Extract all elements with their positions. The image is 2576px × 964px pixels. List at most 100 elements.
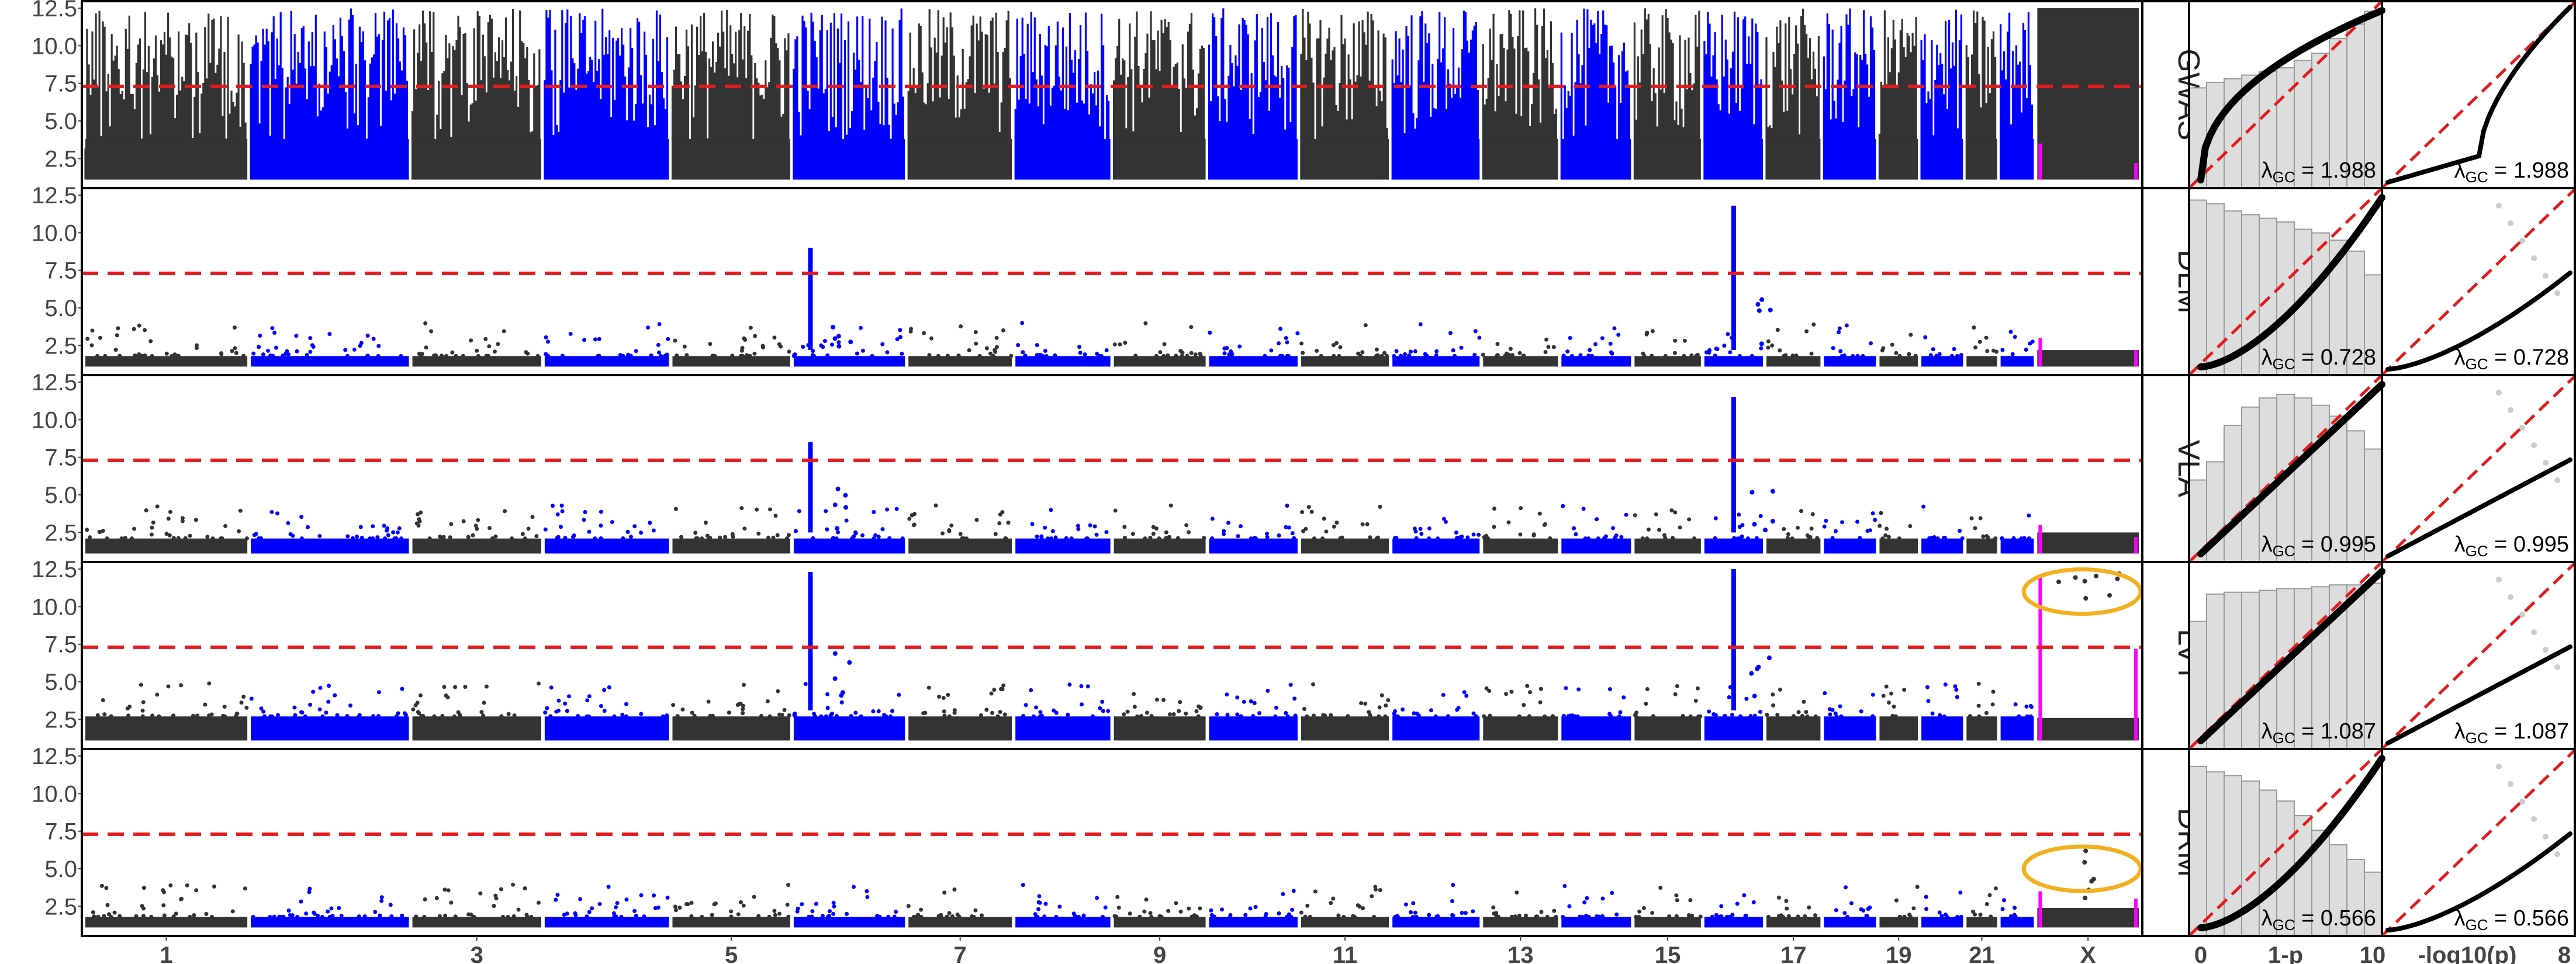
manhattan-point bbox=[1036, 900, 1041, 904]
manhattan-point bbox=[1000, 510, 1005, 515]
lambda-value: = 1.988 bbox=[2295, 158, 2376, 183]
manhattan-point bbox=[362, 914, 367, 919]
ytick-label: 12.5 bbox=[32, 183, 77, 209]
manhattan-point bbox=[852, 885, 856, 889]
xtick-label-chromosome: 7 bbox=[954, 942, 967, 964]
manhattan-point bbox=[1838, 704, 1842, 709]
lambda-label: λGC = 1.087 bbox=[2262, 719, 2376, 747]
manhattan-band bbox=[1392, 356, 1480, 367]
chromosome-20-points bbox=[1921, 335, 1963, 367]
manhattan-point bbox=[642, 914, 646, 919]
manhattan-point bbox=[1506, 520, 1511, 525]
xtick-label-histogram: 10 bbox=[2360, 942, 2386, 964]
manhattan-point bbox=[183, 536, 188, 540]
manhattan-point bbox=[1356, 351, 1361, 356]
chromosome-X-points bbox=[2037, 571, 2139, 741]
manhattan-point bbox=[432, 353, 437, 358]
manhattan-point bbox=[1331, 343, 1336, 348]
manhattan-point bbox=[1453, 353, 1457, 358]
manhattan-point bbox=[275, 511, 280, 516]
manhattan-band bbox=[1392, 538, 1480, 554]
manhattan-point bbox=[689, 914, 694, 918]
manhattan-point bbox=[1568, 336, 1572, 341]
manhattan-point bbox=[727, 710, 731, 715]
manhattan-point bbox=[1884, 684, 1889, 689]
manhattan-point bbox=[793, 529, 798, 533]
manhattan-band bbox=[544, 716, 669, 741]
manhattan-point bbox=[1334, 520, 1339, 525]
manhattan-point bbox=[1879, 511, 1883, 515]
manhattan-point bbox=[2000, 536, 2004, 540]
manhattan-point bbox=[1735, 901, 1740, 906]
manhattan-point bbox=[971, 914, 976, 919]
manhattan-point bbox=[166, 516, 171, 521]
qq-outlier-point bbox=[2496, 390, 2502, 396]
manhattan-point bbox=[1419, 532, 1424, 536]
manhattan-band bbox=[85, 538, 248, 554]
manhattan-point bbox=[1095, 351, 1099, 356]
manhattan-band bbox=[544, 538, 669, 554]
manhattan-point bbox=[739, 348, 744, 353]
x-band bbox=[2037, 532, 2139, 554]
lambda-subscript: GC bbox=[2466, 355, 2488, 373]
manhattan-point bbox=[1616, 332, 1621, 337]
manhattan-point bbox=[506, 914, 510, 919]
manhattan-point bbox=[335, 713, 340, 717]
manhattan-point bbox=[582, 518, 586, 522]
manhattan-point bbox=[483, 337, 488, 341]
manhattan-point bbox=[1365, 522, 1370, 526]
chromosome-1-points bbox=[85, 504, 250, 554]
ytick-label: 7.5 bbox=[44, 258, 77, 284]
manhattan-point bbox=[1796, 914, 1800, 919]
x-band bbox=[2037, 8, 2139, 180]
histogram-bar bbox=[2294, 815, 2312, 937]
manhattan-point bbox=[1775, 328, 1780, 332]
manhattan-point bbox=[520, 532, 525, 536]
manhattan-point bbox=[836, 530, 841, 535]
manhattan-point bbox=[379, 899, 384, 903]
manhattan-point bbox=[1394, 349, 1399, 353]
chromosome-12-points bbox=[1392, 322, 1482, 367]
manhattan-point bbox=[1157, 536, 1161, 541]
manhattan-point bbox=[1413, 349, 1417, 353]
manhattan-band bbox=[85, 138, 248, 180]
manhattan-column bbox=[1208, 8, 1297, 180]
manhattan-point bbox=[1991, 689, 1996, 694]
manhattan-point bbox=[773, 514, 778, 518]
manhattan-point bbox=[1243, 913, 1248, 917]
manhattan-point bbox=[1443, 519, 1448, 524]
manhattan-point bbox=[1077, 345, 1082, 349]
peak-point bbox=[1759, 297, 1765, 302]
manhattan-point bbox=[1112, 342, 1117, 347]
chromosome-2-points bbox=[249, 684, 409, 741]
lambda-label: λGC = 0.728 bbox=[2262, 345, 2376, 373]
manhattan-point bbox=[787, 349, 791, 354]
manhattan-point bbox=[886, 914, 891, 919]
manhattan-point bbox=[639, 712, 644, 716]
manhattan-point bbox=[563, 536, 568, 540]
manhattan-point bbox=[765, 699, 770, 703]
lambda-label: λGC = 1.988 bbox=[2454, 158, 2569, 186]
manhattan-point bbox=[1293, 713, 1298, 718]
x-hit-point bbox=[2083, 895, 2088, 900]
manhattan-point bbox=[2028, 703, 2033, 708]
chromosome-14-points bbox=[1561, 883, 1631, 928]
manhattan-band bbox=[2000, 538, 2034, 554]
manhattan-point bbox=[1805, 714, 1810, 719]
manhattan-point bbox=[109, 914, 113, 919]
manhattan-point bbox=[1976, 681, 1981, 686]
manhattan-point bbox=[1229, 349, 1233, 353]
manhattan-point bbox=[1375, 353, 1380, 358]
manhattan-point bbox=[1085, 684, 1090, 689]
manhattan-point bbox=[1171, 712, 1176, 717]
manhattan-point bbox=[682, 344, 687, 349]
manhattan-point bbox=[844, 911, 849, 916]
manhattan-point bbox=[1496, 914, 1500, 919]
manhattan-point bbox=[730, 353, 735, 358]
manhattan-point bbox=[1776, 895, 1781, 900]
manhattan-point bbox=[167, 533, 172, 538]
manhattan-point bbox=[1866, 907, 1870, 911]
manhattan-point bbox=[487, 344, 492, 349]
x-spike-right bbox=[2134, 163, 2138, 180]
manhattan-point bbox=[1984, 335, 1989, 340]
